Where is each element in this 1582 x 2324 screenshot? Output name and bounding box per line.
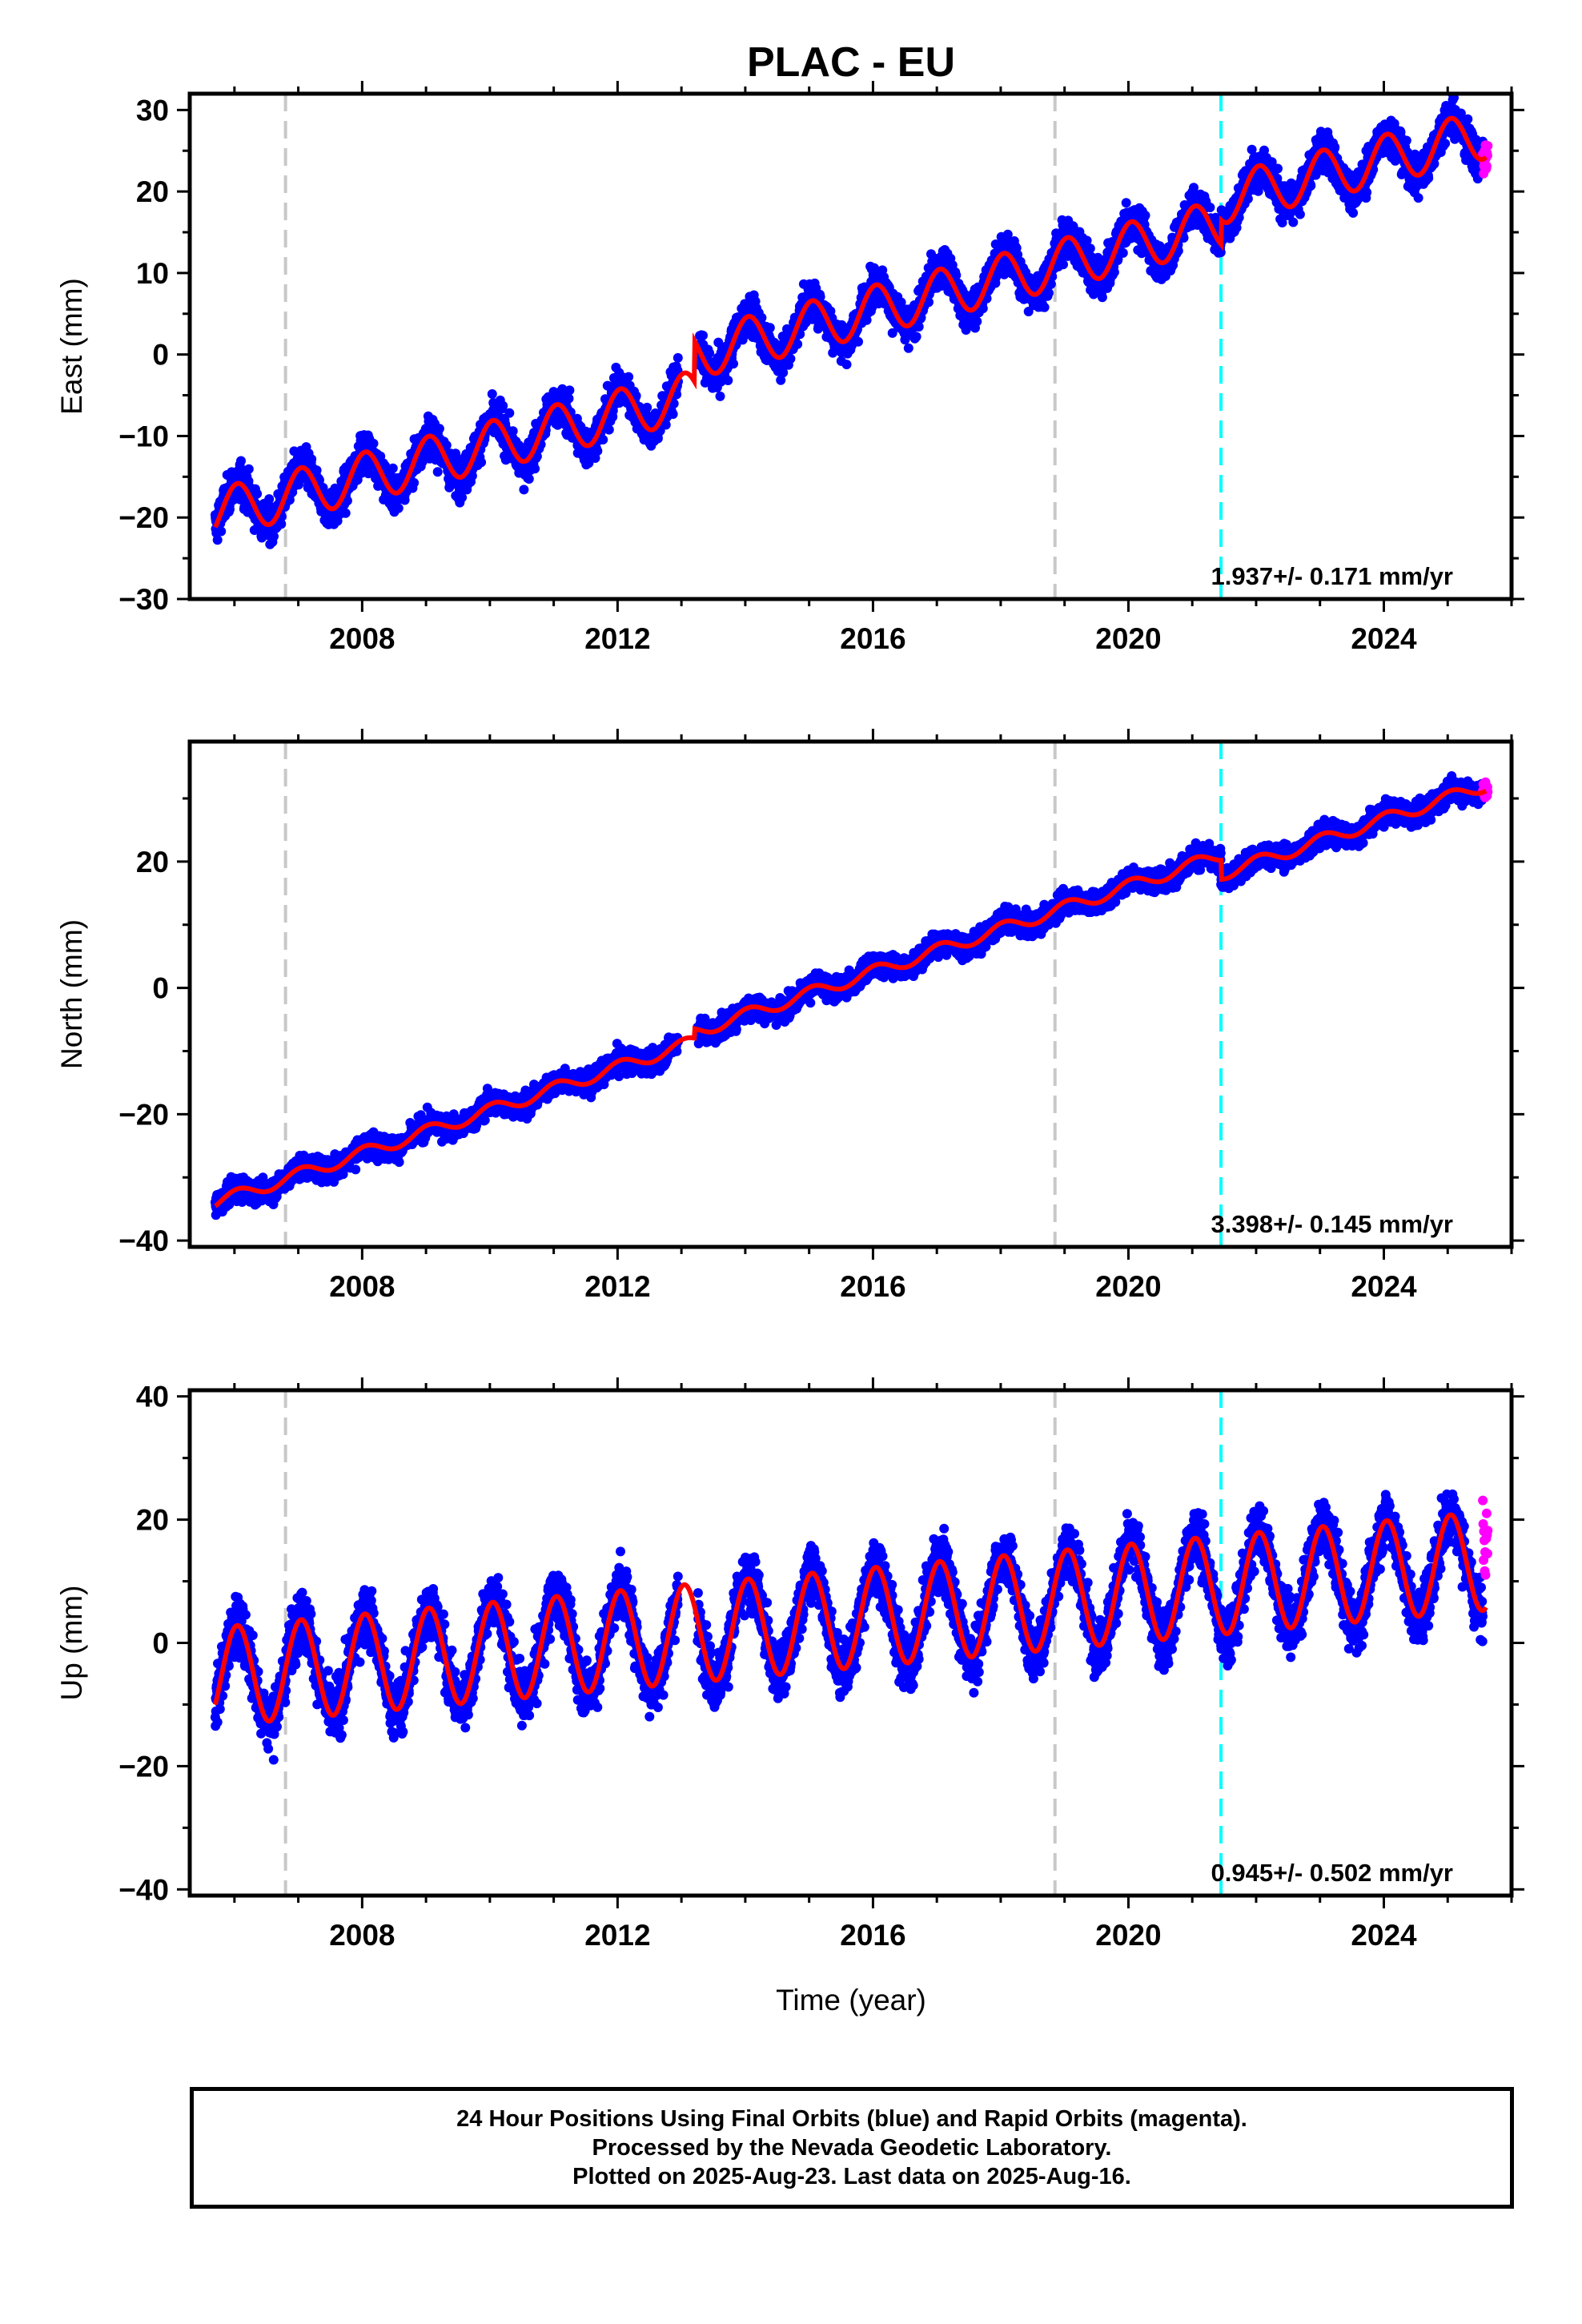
data-point	[853, 336, 863, 347]
data-point	[841, 360, 852, 370]
data-point	[212, 535, 223, 545]
data-point	[911, 332, 921, 342]
data-point	[1039, 302, 1050, 312]
data-point	[1118, 247, 1128, 258]
data-point	[457, 493, 468, 503]
data-point	[652, 433, 663, 444]
figure-title: PLAC - EU	[747, 39, 955, 86]
data-point	[785, 354, 796, 364]
data-point	[903, 343, 913, 353]
data-point	[451, 448, 460, 459]
data-point	[793, 339, 803, 349]
data-point	[598, 435, 608, 444]
data-point	[913, 322, 924, 332]
data-point	[1140, 211, 1150, 220]
data-point	[476, 457, 487, 468]
data-point	[604, 424, 614, 435]
data-point	[409, 477, 420, 488]
data-point	[668, 409, 678, 420]
data-point	[778, 368, 789, 378]
data-point	[669, 399, 679, 408]
data-point	[432, 467, 443, 477]
data-point	[1109, 267, 1119, 277]
data-point	[441, 440, 452, 450]
data-point	[1295, 209, 1305, 219]
data-point	[236, 456, 246, 466]
data-point	[216, 526, 227, 537]
data-point	[564, 385, 575, 396]
data-point	[1085, 243, 1095, 254]
data-point	[504, 408, 515, 418]
data-point	[642, 402, 652, 412]
data-point	[387, 463, 398, 473]
data-point	[225, 505, 235, 514]
data-point	[715, 391, 725, 401]
data-point	[498, 400, 508, 411]
data-point	[729, 359, 738, 369]
data-point	[524, 474, 534, 484]
data-point	[311, 465, 322, 476]
data-point	[307, 454, 317, 464]
data-point	[340, 508, 351, 518]
data-point	[508, 426, 518, 436]
data-point	[269, 531, 279, 541]
data-point	[243, 464, 254, 474]
data-point	[723, 376, 733, 385]
data-point	[1215, 247, 1226, 258]
final-orbits-points	[210, 94, 1488, 549]
data-point	[673, 352, 683, 363]
data-point	[368, 438, 379, 448]
data-point	[564, 393, 574, 404]
data-point	[592, 446, 603, 456]
data-point	[624, 372, 634, 382]
data-point	[1205, 203, 1215, 212]
data-point	[972, 316, 982, 327]
data-point	[264, 494, 275, 505]
data-point	[698, 330, 708, 340]
data-point	[532, 451, 542, 461]
data-point	[487, 389, 497, 399]
data-point	[1330, 142, 1340, 152]
data-point	[765, 323, 775, 333]
data-point	[776, 375, 786, 385]
data-point	[467, 471, 477, 481]
data-point	[1058, 259, 1068, 270]
data-point	[434, 424, 444, 434]
data-point	[661, 420, 671, 430]
data-point	[1121, 198, 1131, 208]
data-point	[1273, 163, 1283, 174]
data-point	[393, 503, 404, 513]
data-point	[1288, 217, 1299, 227]
data-point	[530, 464, 540, 474]
data-point	[400, 495, 410, 505]
data-point	[705, 348, 715, 358]
data-point	[519, 485, 529, 495]
data-point	[276, 519, 287, 529]
data-point	[342, 496, 352, 506]
data-point	[631, 391, 641, 401]
data-point	[757, 312, 767, 323]
data-point	[252, 489, 263, 499]
east-panel: 2008 2012 2016 2020 2024−30−20−100102030East…	[55, 81, 1524, 655]
